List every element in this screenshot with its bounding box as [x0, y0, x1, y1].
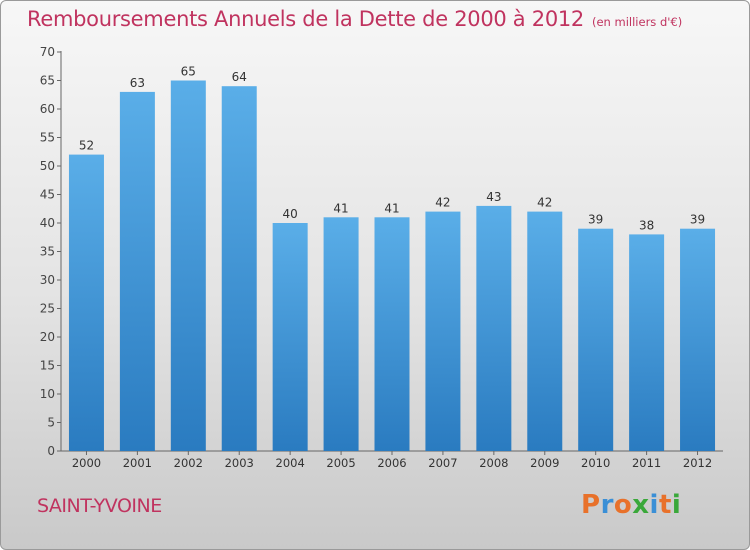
- bar-2007: [425, 211, 461, 451]
- bar-2008: [476, 205, 512, 451]
- y-tick-label: 70: [40, 45, 55, 59]
- x-tick-label: 2011: [632, 456, 661, 470]
- logo-letter: P: [581, 490, 601, 520]
- logo-letter: i: [671, 490, 682, 520]
- y-tick-label: 35: [40, 245, 55, 259]
- proxiti-logo: Proxiti: [581, 490, 681, 520]
- bar-value-label: 63: [130, 76, 145, 90]
- bar-value-label: 52: [79, 139, 94, 153]
- y-tick-label: 25: [40, 302, 55, 316]
- y-tick-label: 40: [40, 216, 55, 230]
- chart-unit: (en milliers d'€): [592, 15, 683, 29]
- bar-2002: [170, 80, 206, 451]
- bar-2010: [578, 228, 614, 451]
- bar-value-label: 65: [181, 65, 196, 79]
- x-tick-label: 2008: [479, 456, 508, 470]
- bar-2012: [680, 228, 716, 451]
- bar-value-label: 42: [435, 196, 450, 210]
- bar-2003: [221, 86, 257, 451]
- y-tick-label: 45: [40, 188, 55, 202]
- bar-2004: [272, 223, 308, 451]
- y-tick-label: 10: [40, 387, 55, 401]
- bar-value-label: 43: [486, 190, 501, 204]
- y-tick-label: 60: [40, 102, 55, 116]
- y-tick-label: 55: [40, 131, 55, 145]
- logo-letter: r: [600, 490, 614, 520]
- chart-title: Remboursements Annuels de la Dette de 20…: [27, 7, 682, 31]
- y-tick-label: 20: [40, 330, 55, 344]
- bar-value-label: 42: [537, 196, 552, 210]
- x-tick-label: 2012: [683, 456, 712, 470]
- x-tick-label: 2009: [530, 456, 559, 470]
- y-tick-label: 30: [40, 273, 55, 287]
- chart-bars: [68, 80, 716, 452]
- bar-value-label: 41: [384, 201, 399, 215]
- bar-value-label: 39: [690, 213, 705, 227]
- x-tick-label: 2007: [428, 456, 457, 470]
- bar-value-label: 40: [283, 207, 298, 221]
- bar-value-label: 39: [588, 213, 603, 227]
- logo-letter: x: [632, 490, 650, 520]
- bar-2011: [629, 234, 665, 451]
- chart-title-text: Remboursements Annuels de la Dette de 20…: [27, 7, 584, 31]
- x-tick-label: 2006: [377, 456, 406, 470]
- bar-2001: [119, 91, 155, 452]
- commune-name: SAINT-YVOINE: [37, 495, 162, 517]
- y-tick-label: 50: [40, 159, 55, 173]
- y-tick-label: 5: [47, 416, 55, 430]
- x-tick-label: 2002: [174, 456, 203, 470]
- logo-letter: i: [649, 490, 659, 520]
- x-tick-label: 2001: [123, 456, 152, 470]
- x-tick-label: 2004: [276, 456, 305, 470]
- y-tick-label: 0: [47, 444, 55, 458]
- bar-2000: [68, 154, 104, 451]
- bar-2006: [374, 217, 410, 451]
- y-tick-label: 65: [40, 74, 55, 88]
- x-tick-label: 2010: [581, 456, 610, 470]
- x-tick-label: 2003: [225, 456, 254, 470]
- logo-letter: t: [658, 490, 672, 520]
- bar-value-label: 64: [232, 70, 247, 84]
- x-tick-label: 2000: [72, 456, 101, 470]
- y-tick-label: 15: [40, 359, 55, 373]
- x-tick-label: 2005: [326, 456, 355, 470]
- bar-2005: [323, 217, 359, 451]
- bar-value-label: 38: [639, 218, 654, 232]
- bar-value-label: 41: [333, 201, 348, 215]
- chart-labels: 2000 52 2001 63 2002 65 2003 64 2004 40 2005 41 2006…: [72, 65, 712, 471]
- bar-2009: [527, 211, 563, 451]
- logo-letter: o: [613, 490, 633, 520]
- chart-axes: 0 5 10 15 20 25 30 35 40 45 50 55 60 65 70: [40, 45, 723, 458]
